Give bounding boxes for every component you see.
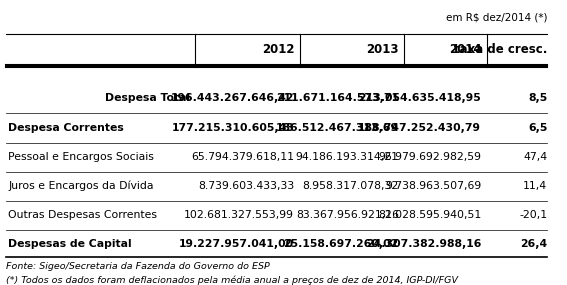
- Text: 65.794.379.618,11: 65.794.379.618,11: [191, 152, 294, 162]
- Text: Juros e Encargos da Dívida: Juros e Encargos da Dívida: [9, 181, 154, 191]
- Text: 188.747.252.430,79: 188.747.252.430,79: [358, 123, 481, 133]
- Text: 102.681.327.553,99: 102.681.327.553,99: [184, 210, 294, 220]
- Text: taxa de cresc.: taxa de cresc.: [454, 43, 547, 56]
- Text: 82.028.595.940,51: 82.028.595.940,51: [378, 210, 481, 220]
- Text: 25.158.697.260,02: 25.158.697.260,02: [284, 239, 399, 249]
- Text: 6,5: 6,5: [528, 123, 547, 133]
- Text: 2013: 2013: [366, 43, 399, 56]
- Text: Outras Despesas Correntes: Outras Despesas Correntes: [9, 210, 157, 220]
- Text: 8.958.317.078,32: 8.958.317.078,32: [303, 181, 399, 191]
- Text: 213.054.635.418,95: 213.054.635.418,95: [358, 93, 481, 103]
- Text: Despesa Total: Despesa Total: [105, 93, 190, 103]
- Text: Despesa Correntes: Despesa Correntes: [9, 123, 124, 133]
- Text: 96.979.692.982,59: 96.979.692.982,59: [378, 152, 481, 162]
- Text: 11,4: 11,4: [523, 181, 547, 191]
- Text: Fonte: Sigeo/Secretaria da Fazenda do Governo do ESP: Fonte: Sigeo/Secretaria da Fazenda do Go…: [6, 262, 269, 271]
- Text: 8.739.603.433,33: 8.739.603.433,33: [198, 181, 294, 191]
- Text: em R$ dez/2014 (*): em R$ dez/2014 (*): [446, 13, 547, 23]
- Text: 8,5: 8,5: [528, 93, 547, 103]
- Text: 24.307.382.988,16: 24.307.382.988,16: [366, 239, 481, 249]
- Text: 177.215.310.605,43: 177.215.310.605,43: [171, 123, 294, 133]
- Text: 19.227.957.041,00: 19.227.957.041,00: [179, 239, 294, 249]
- Text: 26,4: 26,4: [520, 239, 547, 249]
- Text: 9.738.963.507,69: 9.738.963.507,69: [385, 181, 481, 191]
- Text: 196.443.267.646,42: 196.443.267.646,42: [171, 93, 294, 103]
- Text: Despesas de Capital: Despesas de Capital: [9, 239, 132, 249]
- Text: 2014: 2014: [448, 43, 481, 56]
- Text: 186.512.467.313,69: 186.512.467.313,69: [276, 123, 399, 133]
- Text: Pessoal e Encargos Sociais: Pessoal e Encargos Sociais: [9, 152, 154, 162]
- Text: 211.671.164.573,71: 211.671.164.573,71: [276, 93, 399, 103]
- Text: 47,4: 47,4: [523, 152, 547, 162]
- Text: 83.367.956.921,16: 83.367.956.921,16: [296, 210, 399, 220]
- Text: 2012: 2012: [262, 43, 294, 56]
- Text: (*) Todos os dados foram deflacionados pela média anual a preços de dez de 2014,: (*) Todos os dados foram deflacionados p…: [6, 276, 458, 285]
- Text: 94.186.193.314,21: 94.186.193.314,21: [296, 152, 399, 162]
- Text: -20,1: -20,1: [519, 210, 547, 220]
